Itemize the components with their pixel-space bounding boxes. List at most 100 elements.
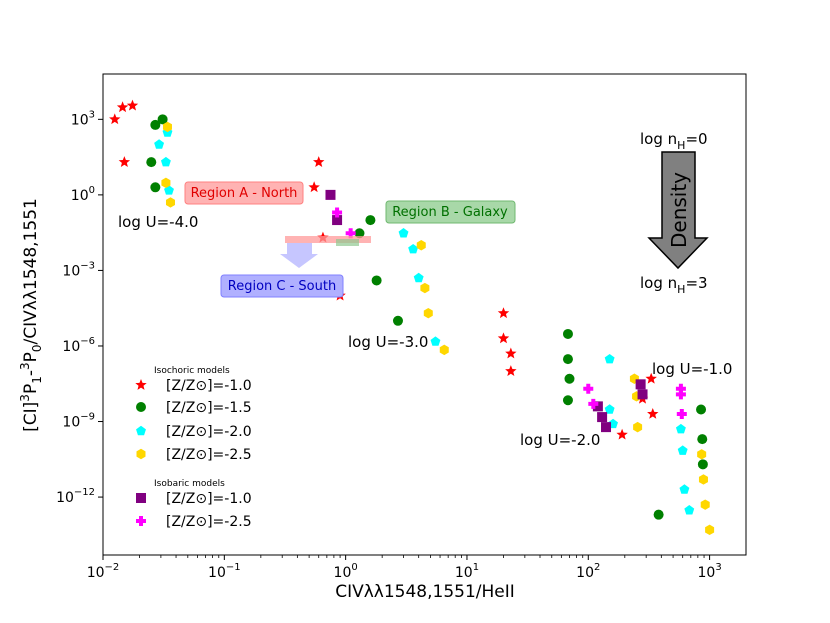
annotation-layer: log U=-4.0 log U=-3.0 log U=-2.0 log U=-…: [118, 130, 732, 449]
data-point-isochoric-2-9: [604, 404, 615, 414]
data-point-isochoric-2-1: [160, 156, 171, 167]
data-point-isobaric-4-6: [637, 389, 648, 400]
axes: [102, 73, 747, 556]
data-point-isochoric-3-1: [162, 121, 172, 133]
data-point-isobaric-4-3: [597, 412, 608, 423]
legend-marker-2: [136, 425, 146, 436]
plot-frame: [102, 73, 747, 556]
x-tick-label-5: 103: [698, 562, 722, 581]
data-point-isochoric-1-4: [354, 228, 365, 239]
y-tick-label-0: 103: [71, 109, 95, 128]
data-point-isochoric-2-5: [408, 243, 419, 254]
data-point-isochoric-2-14: [684, 505, 695, 515]
region-b-label: Region B - Galaxy: [385, 200, 516, 224]
data-point-isochoric-1-8: [562, 328, 573, 339]
data-point-isochoric-2-11: [675, 423, 686, 434]
data-point-isochoric-1-7: [392, 315, 403, 326]
region-c-box: [220, 274, 344, 298]
annotation-log-nh-0: log nH=0: [640, 130, 708, 152]
data-point-isobaric-5-5: [675, 389, 686, 400]
data-point-isobaric-5-0: [332, 207, 343, 218]
x-tick-label-4: 102: [576, 562, 600, 581]
data-point-isobaric-5-1: [345, 228, 356, 239]
data-point-isobaric-5-4: [675, 383, 686, 394]
density-arrow-shape: [647, 151, 709, 270]
data-point-isochoric-1-5: [365, 215, 376, 226]
data-point-isochoric-1-1: [150, 119, 161, 130]
region-b-box: [385, 200, 516, 224]
annotation-log-nh-3: log nH=3: [640, 274, 708, 296]
legend-entries: [Z/Z⊙]=-1.0 [Z/Z⊙]=-1.5 [Z/Z⊙]=-2.0 [Z/Z⊙]=…: [135, 378, 252, 530]
data-point-isochoric-2-13: [679, 484, 690, 494]
region-a-text: Region A - North: [191, 186, 298, 201]
y-tick-label-4: 10−9: [62, 412, 95, 431]
annotation-log-u-4: log U=-4.0: [118, 213, 198, 231]
legend-label-4: [Z/Z⊙]=-1.0: [166, 491, 252, 507]
data-point-isobaric-4-1: [332, 215, 343, 226]
data-point-isochoric-0-2: [126, 99, 139, 111]
data-point-isobaric-5-3: [588, 398, 599, 409]
data-point-isobaric-4-0: [325, 189, 336, 200]
data-point-isochoric-0-15: [647, 407, 659, 419]
annotation-log-u-2: log U=-2.0: [520, 431, 600, 449]
legend-label-3: [Z/Z⊙]=-2.5: [166, 447, 252, 463]
legend-label-2: [Z/Z⊙]=-2.0: [166, 424, 252, 440]
legend-label-1: [Z/Z⊙]=-1.5: [166, 400, 252, 416]
x-tick-label-1: 10−1: [208, 562, 241, 581]
legend-marker-3: [136, 448, 146, 460]
legend-label-0: [Z/Z⊙]=-1.0: [166, 378, 252, 394]
legend-marker-1: [136, 402, 146, 412]
data-point-isochoric-1-15: [697, 459, 708, 470]
data-point-isochoric-0-9: [497, 332, 510, 344]
data-point-isochoric-1-10: [564, 373, 575, 384]
ticks: 10−2 10−1 100 101 102 103 103 100 10−3 10−6 10−9 10…: [56, 109, 722, 581]
data-point-isochoric-3-4: [420, 282, 430, 294]
data-point-isochoric-1-6: [371, 275, 382, 286]
data-point-isochoric-3-0: [161, 177, 171, 189]
data-point-isochoric-0-4: [313, 156, 325, 167]
region-b-text: Region B - Galaxy: [392, 205, 508, 220]
data-point-isochoric-1-0: [146, 157, 157, 168]
data-point-isochoric-3-3: [416, 240, 426, 251]
annotation-log-u-1: log U=-1.0: [652, 360, 732, 378]
data-point-isochoric-0-3: [118, 156, 131, 167]
data-point-isobaric-4-4: [601, 422, 612, 433]
region-a-band: [285, 236, 371, 243]
y-tick-label-3: 10−6: [62, 336, 95, 355]
data-point-isochoric-2-7: [430, 336, 441, 346]
legend-marker-0: [135, 379, 147, 390]
data-point-isochoric-1-14: [697, 434, 708, 445]
legend-isochoric-title: Isochoric models: [154, 366, 230, 376]
data-point-isobaric-5-6: [676, 408, 687, 419]
legend-isobaric-title: Isobaric models: [154, 479, 225, 489]
data-point-isochoric-2-8: [604, 353, 615, 364]
data-point-isochoric-3-6: [439, 344, 449, 356]
data-point-isobaric-5-2: [583, 383, 594, 394]
density-arrow: Density: [647, 151, 709, 270]
y-tick-label-5: 10−12: [56, 487, 95, 506]
data-point-isochoric-3-10: [697, 449, 707, 460]
legend-label-5: [Z/Z⊙]=-2.5: [166, 514, 252, 530]
region-c-text: Region C - South: [228, 279, 336, 294]
data-point-isochoric-2-0: [154, 139, 165, 149]
data-point-isochoric-0-10: [505, 347, 517, 359]
legend-marker-5: [136, 516, 146, 526]
y-tick-label-2: 10−3: [62, 260, 95, 279]
y-tick-label-1: 100: [71, 185, 95, 204]
annotation-log-u-3: log U=-3.0: [348, 333, 428, 351]
data-point-isochoric-0-12: [616, 428, 628, 440]
data-point-isochoric-1-12: [653, 509, 664, 520]
data-point-isochoric-0-11: [505, 365, 517, 377]
data-point-isochoric-2-4: [398, 228, 409, 238]
legend: Isochoric models Isobaric models [Z/Z⊙]=…: [135, 366, 252, 530]
data-point-isochoric-0-8: [497, 307, 510, 319]
legend-marker-4: [136, 493, 146, 503]
data-point-isobaric-4-2: [592, 401, 603, 412]
data-point-isochoric-0-0: [109, 113, 121, 125]
density-label: Density: [667, 172, 691, 248]
data-point-isochoric-3-9: [633, 421, 643, 433]
x-tick-label-0: 10−2: [87, 562, 120, 581]
x-axis-title: CIVλλ1548,1551/HeII: [335, 582, 515, 602]
x-tick-label-3: 101: [455, 562, 479, 581]
